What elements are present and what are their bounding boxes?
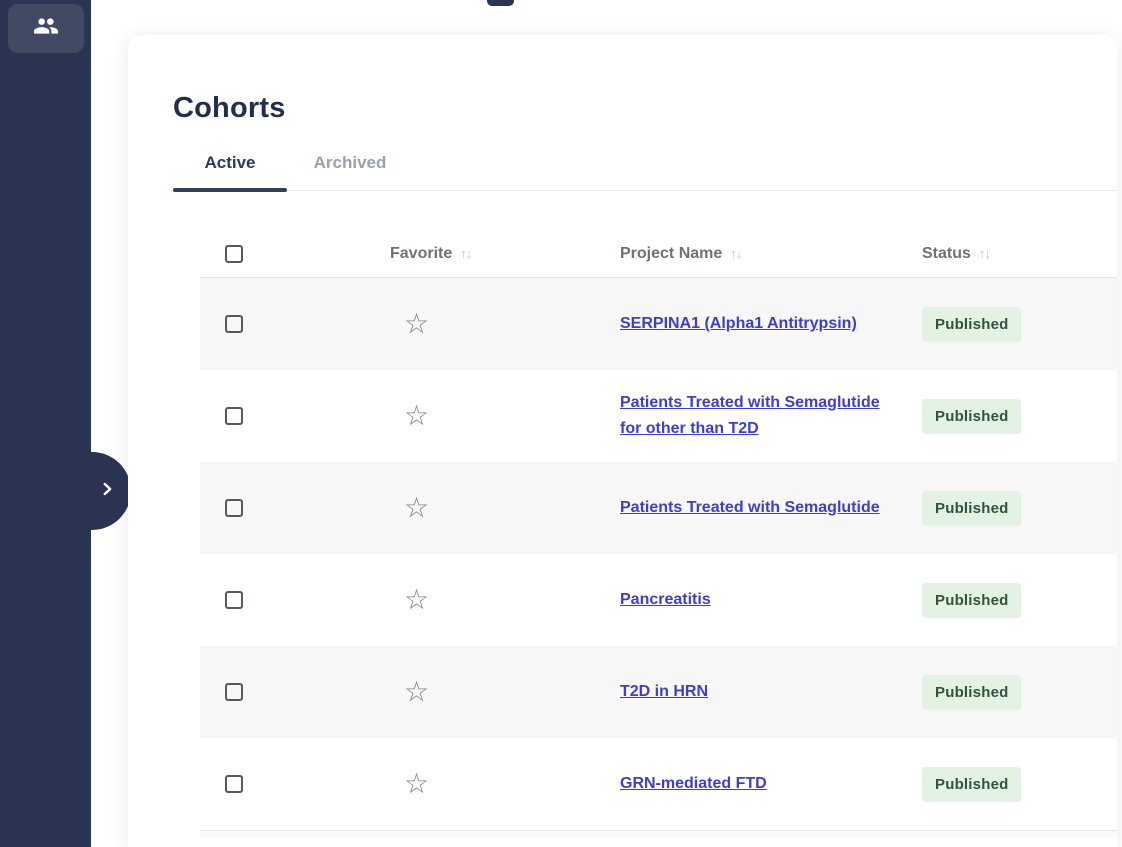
row-checkbox[interactable]: [225, 591, 243, 609]
column-header-project-name[interactable]: Project Name ↑↓: [620, 244, 742, 262]
tab-archived[interactable]: Archived: [313, 153, 387, 172]
cropped-element-fragment: [487, 0, 514, 6]
tab-active[interactable]: Active: [173, 153, 287, 192]
table-row: ☆ GRN-mediated FTD Published: [200, 738, 1117, 830]
cohorts-card: Cohorts Active Archived Favorite ↑↓ Proj…: [128, 35, 1117, 847]
favorite-star-icon[interactable]: ☆: [404, 308, 430, 339]
sidebar-expand-button[interactable]: [91, 452, 131, 530]
favorite-star-icon[interactable]: ☆: [404, 584, 430, 615]
favorite-star-icon[interactable]: ☆: [404, 400, 430, 431]
page-title: Cohorts: [173, 92, 286, 124]
project-link[interactable]: Pancreatitis: [620, 591, 711, 608]
column-header-status[interactable]: Status ↑↓: [922, 244, 991, 262]
favorite-star-icon[interactable]: ☆: [404, 676, 430, 707]
status-badge: Published: [922, 582, 1022, 618]
sort-icon[interactable]: ↑↓: [730, 246, 742, 261]
favorite-star-icon[interactable]: ☆: [404, 768, 430, 799]
row-checkbox[interactable]: [225, 499, 243, 517]
table-row: ☆ Pancreatitis Published: [200, 554, 1117, 646]
group-icon: [33, 13, 59, 44]
table-row: ☆ T2D in HRN Published: [200, 646, 1117, 738]
row-checkbox[interactable]: [225, 775, 243, 793]
status-badge: Published: [922, 306, 1022, 342]
status-badge: Published: [922, 398, 1022, 434]
status-badge: Published: [922, 766, 1022, 802]
chevron-right-icon: [91, 478, 118, 505]
row-checkbox[interactable]: [225, 407, 243, 425]
table-header-row: Favorite ↑↓ Project Name ↑↓ Status ↑↓: [200, 230, 1117, 278]
project-link[interactable]: Patients Treated with Semaglutide for ot…: [620, 394, 880, 437]
sort-icon[interactable]: ↑↓: [460, 246, 472, 261]
select-all-checkbox[interactable]: [225, 244, 243, 263]
status-badge: Published: [922, 490, 1022, 526]
sidebar-item-cohorts[interactable]: [8, 4, 84, 53]
table-row: ☆ Patients Treated with Semaglutide Publ…: [200, 462, 1117, 554]
sidebar: [0, 0, 91, 847]
tab-bar: Active Archived: [173, 153, 1117, 192]
table-row: ☆ Patients Treated with Semaglutide for …: [200, 370, 1117, 462]
project-link[interactable]: SERPINA1 (Alpha1 Antitrypsin): [620, 315, 857, 332]
project-link[interactable]: GRN-mediated FTD: [620, 775, 767, 792]
status-badge: Published: [922, 674, 1022, 710]
sort-icon[interactable]: ↑↓: [978, 246, 991, 261]
column-header-favorite[interactable]: Favorite ↑↓: [390, 244, 472, 262]
table-bottom-divider: [200, 830, 1117, 838]
favorite-star-icon[interactable]: ☆: [404, 492, 430, 523]
project-link[interactable]: Patients Treated with Semaglutide: [620, 499, 880, 516]
cohorts-table: Favorite ↑↓ Project Name ↑↓ Status ↑↓ ☆: [200, 230, 1117, 838]
row-checkbox[interactable]: [225, 315, 243, 333]
table-row: ☆ SERPINA1 (Alpha1 Antitrypsin) Publishe…: [200, 278, 1117, 370]
row-checkbox[interactable]: [225, 683, 243, 701]
project-link[interactable]: T2D in HRN: [620, 683, 708, 700]
